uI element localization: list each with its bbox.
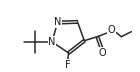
Text: N: N (54, 17, 61, 27)
Text: N: N (48, 37, 56, 47)
Text: O: O (108, 25, 115, 35)
Text: F: F (65, 60, 70, 70)
Text: O: O (99, 48, 106, 58)
